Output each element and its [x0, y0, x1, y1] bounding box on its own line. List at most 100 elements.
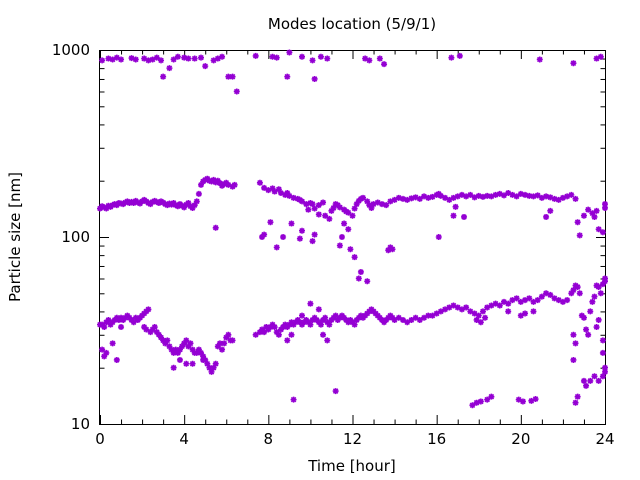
data-point: [149, 56, 156, 63]
data-point: [467, 191, 474, 198]
data-point: [212, 360, 219, 367]
data-point: [580, 212, 587, 219]
data-point: [286, 49, 293, 56]
data-point: [181, 204, 188, 211]
data-point: [174, 349, 181, 356]
data-point: [290, 321, 297, 328]
data-point: [564, 193, 571, 200]
data-point: [461, 213, 468, 220]
data-point: [501, 192, 507, 199]
data-point: [284, 189, 291, 196]
data-point: [400, 316, 406, 323]
data-point: [570, 60, 577, 67]
data-point: [530, 193, 537, 200]
data-point: [185, 55, 192, 62]
data-point: [183, 337, 190, 344]
data-point: [522, 297, 529, 304]
data-point: [412, 194, 419, 201]
data-point: [595, 284, 602, 291]
data-point: [467, 308, 474, 315]
data-point: [574, 284, 581, 291]
data-point: [376, 55, 383, 62]
data-point: [200, 353, 207, 360]
data-point: [572, 399, 579, 406]
data-point: [193, 198, 200, 205]
data-point: [374, 199, 381, 206]
data-point: [530, 298, 537, 305]
data-point: [530, 308, 537, 315]
data-point: [534, 297, 541, 304]
data-point: [141, 55, 148, 62]
data-point: [320, 331, 327, 338]
data-point: [347, 246, 354, 253]
data-point: [522, 191, 529, 198]
data-point: [368, 204, 375, 211]
data-point: [381, 61, 388, 68]
data-point: [559, 298, 566, 305]
data-point: [433, 191, 440, 198]
data-point: [210, 364, 217, 371]
data-point: [543, 290, 550, 297]
data-point: [225, 181, 232, 188]
data-point: [338, 234, 345, 240]
data-point: [515, 396, 522, 403]
data-point: [326, 215, 333, 222]
data-point: [488, 193, 495, 200]
data-point: [214, 343, 221, 350]
x-tick-label: 4: [179, 430, 189, 448]
data-point: [492, 191, 499, 198]
data-point: [176, 356, 183, 363]
data-point: [252, 331, 259, 338]
data-point: [509, 191, 516, 198]
data-point: [99, 321, 106, 328]
data-point: [513, 295, 520, 302]
data-point: [189, 204, 196, 211]
data-point: [107, 321, 114, 328]
data-point: [275, 186, 282, 193]
data-point: [602, 204, 608, 211]
data-point: [496, 190, 503, 197]
data-point: [437, 192, 444, 199]
data-point: [315, 319, 322, 326]
data-point: [463, 304, 470, 311]
data-point: [454, 193, 461, 200]
data-point: [599, 373, 606, 380]
data-point: [479, 193, 486, 200]
data-point: [599, 229, 606, 236]
data-point: [404, 319, 411, 326]
data-point: [113, 54, 120, 61]
data-point: [364, 278, 371, 285]
data-point: [195, 190, 202, 197]
data-point: [181, 54, 188, 61]
data-point: [200, 356, 207, 363]
x-tick-label: 8: [264, 430, 274, 448]
data-point: [408, 316, 415, 323]
data-point: [216, 180, 223, 187]
data-point: [288, 331, 295, 338]
data-point: [315, 202, 322, 209]
y-tick-label: 100: [61, 228, 90, 246]
data-point: [385, 247, 392, 254]
data-point: [311, 205, 318, 212]
data-point: [317, 321, 324, 328]
data-point: [332, 312, 339, 319]
data-point: [282, 321, 289, 328]
data-point: [345, 226, 352, 233]
data-point: [547, 207, 554, 214]
data-point: [206, 177, 213, 184]
data-point: [214, 177, 221, 184]
data-point: [172, 346, 179, 353]
data-point: [286, 192, 293, 199]
data-point: [351, 254, 358, 261]
data-point: [265, 187, 272, 194]
data-point: [391, 316, 398, 323]
data-point: [259, 234, 266, 240]
data-point: [284, 73, 291, 80]
data-point: [305, 206, 312, 213]
data-point: [547, 194, 554, 201]
data-point: [351, 205, 358, 212]
y-tick-label: 1000: [52, 41, 90, 59]
data-point: [225, 331, 232, 338]
data-point: [442, 194, 449, 201]
